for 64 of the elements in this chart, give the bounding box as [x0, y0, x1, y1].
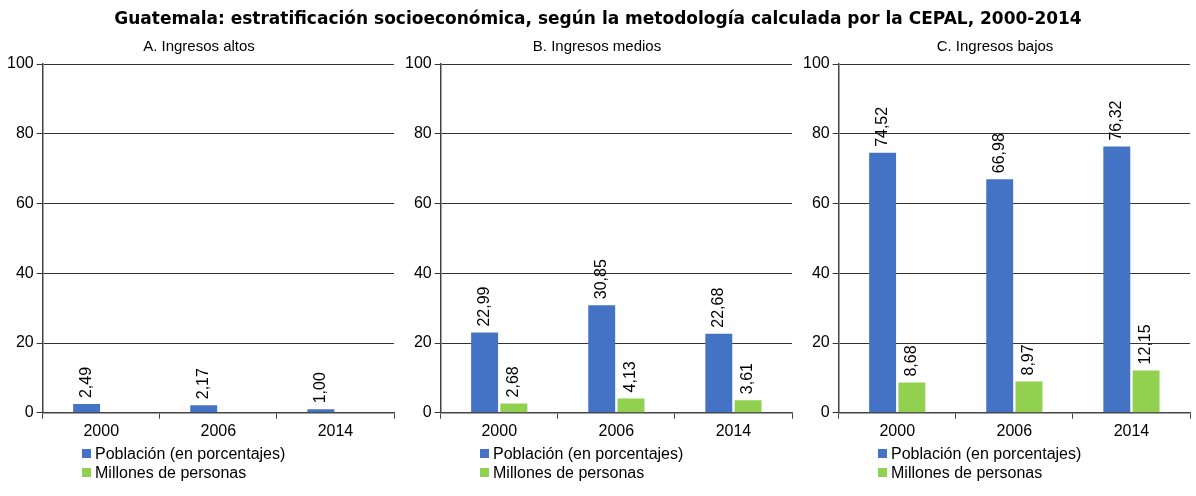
y-tick-label: 80: [15, 124, 34, 142]
legend-label: Población (en porcentajes): [95, 444, 286, 463]
y-tick-label: 20: [15, 333, 34, 351]
data-label: 2,17: [194, 367, 212, 400]
data-label: 22,68: [709, 287, 727, 328]
bar: [986, 179, 1014, 413]
legend-label: Millones de personas: [891, 463, 1043, 482]
legend-label: Población (en porcentajes): [891, 444, 1082, 463]
chart-subtitle: A. Ingresos altos: [143, 37, 255, 55]
bar: [705, 333, 733, 413]
y-tick-label: 0: [24, 403, 34, 421]
bar: [471, 332, 499, 413]
bar: [869, 152, 897, 413]
text: Guatemala: estratificación socioeconómica, según la metodología calculada por la CEPAL, 2000-2014: [113, 7, 1083, 30]
x-tick-label: 2006: [598, 421, 635, 439]
y-tick-label: 40: [811, 263, 830, 281]
data-label: 8,68: [902, 345, 920, 377]
bar: [1132, 370, 1160, 413]
y-tick-label: 100: [802, 54, 830, 72]
legend-label: Población (en porcentajes): [493, 444, 684, 463]
data-label: 30,85: [592, 259, 610, 300]
y-tick-label: 60: [413, 193, 432, 211]
y-tick-label: 40: [15, 263, 34, 281]
x-tick-label: 2000: [879, 421, 916, 439]
y-tick-label: 60: [811, 193, 830, 211]
y-tick-label: 0: [422, 403, 432, 421]
data-label: 2,49: [77, 366, 95, 399]
data-label: 66,98: [990, 133, 1008, 174]
chart-subtitle: B. Ingresos medios: [532, 37, 662, 55]
x-tick-label: 2014: [715, 421, 752, 439]
y-tick-label: 40: [413, 263, 432, 281]
x-tick-label: 2014: [1113, 421, 1150, 439]
bar: [1015, 381, 1043, 413]
x-tick-label: 2000: [83, 421, 120, 439]
x-tick-label: 2006: [200, 421, 237, 439]
data-label: 3,61: [738, 362, 756, 395]
y-tick-label: 100: [6, 54, 34, 72]
y-tick-label: 0: [820, 403, 830, 421]
bar: [588, 305, 616, 413]
legend-label: Millones de personas: [493, 463, 645, 482]
bar: [898, 382, 926, 413]
data-label: 12,15: [1136, 324, 1154, 365]
data-label: 1,00: [311, 372, 329, 404]
bar: [1103, 146, 1131, 413]
bar: [500, 403, 528, 413]
x-tick-label: 2006: [996, 421, 1033, 439]
data-label: 22,99: [475, 286, 493, 327]
data-label: 76,32: [1107, 100, 1125, 141]
y-tick-label: 100: [404, 54, 432, 72]
bar: [734, 400, 762, 413]
legend-label: Millones de personas: [95, 463, 247, 482]
chart-subtitle: C. Ingresos bajos: [936, 37, 1054, 55]
y-tick-label: 20: [413, 333, 432, 351]
data-label: 4,13: [621, 361, 639, 393]
x-tick-label: 2014: [317, 421, 354, 439]
data-label: 8,97: [1019, 344, 1037, 376]
data-label: 74,52: [873, 106, 891, 147]
y-tick-label: 80: [413, 124, 432, 142]
x-tick-label: 2000: [481, 421, 518, 439]
y-tick-label: 20: [811, 333, 830, 351]
data-label: 2,68: [504, 366, 522, 398]
bar: [617, 398, 645, 413]
y-tick-label: 80: [811, 124, 830, 142]
y-tick-label: 60: [15, 193, 34, 211]
